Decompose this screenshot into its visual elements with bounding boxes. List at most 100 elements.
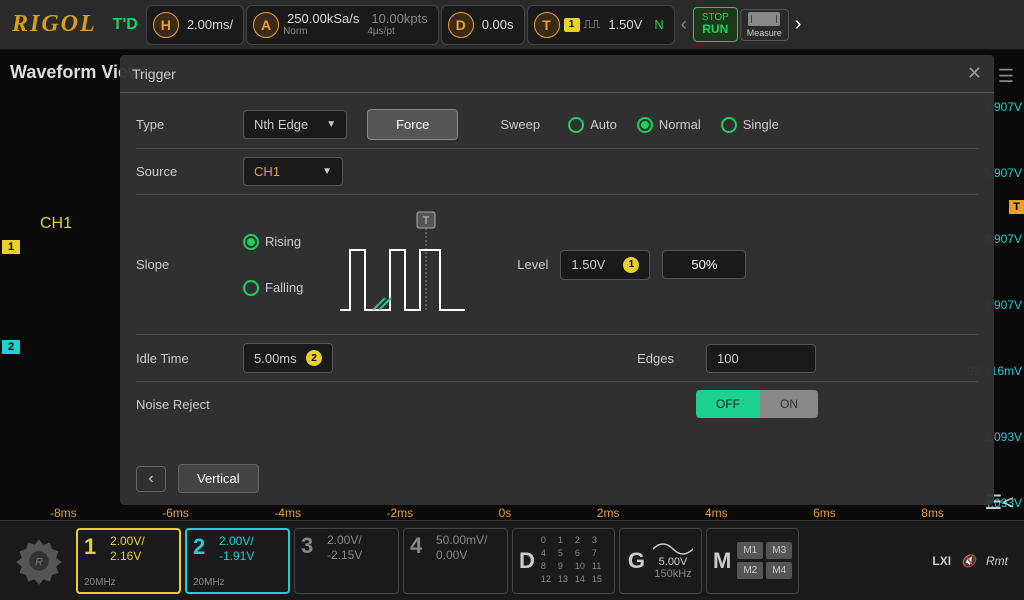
- ruler-icon: [748, 12, 780, 26]
- noise-off[interactable]: OFF: [696, 390, 760, 418]
- type-dropdown[interactable]: Nth Edge ▼: [243, 110, 347, 139]
- source-dropdown[interactable]: CH1 ▼: [243, 157, 343, 186]
- math-m2[interactable]: M2: [737, 562, 763, 579]
- radio-label: Falling: [265, 280, 303, 295]
- d-badge: D: [448, 12, 474, 38]
- level-input[interactable]: 1.50V 1: [560, 250, 650, 280]
- x-tick: -6ms: [162, 506, 189, 520]
- ch-scale: 2.00V/: [327, 533, 362, 549]
- radio-label: Auto: [590, 117, 617, 132]
- ch2-marker[interactable]: 2: [2, 340, 20, 354]
- measure-button[interactable]: Measure: [740, 9, 789, 41]
- generator-box[interactable]: G 5.00V 150kHz: [619, 528, 702, 594]
- run-label: RUN: [702, 23, 729, 36]
- slope-row: Slope Rising Falling T: [136, 195, 978, 335]
- radio-label: Single: [743, 117, 779, 132]
- trig-level: 1.50V: [604, 17, 646, 32]
- source-label: Source: [136, 164, 231, 179]
- radio-icon: [243, 280, 259, 296]
- g-label: G: [628, 548, 645, 574]
- svg-text:R: R: [35, 556, 43, 568]
- noise-row: Noise Reject OFF ON: [136, 382, 978, 426]
- edges-input[interactable]: 100: [706, 344, 816, 373]
- slope-label: Slope: [136, 257, 231, 272]
- settings-gear-icon[interactable]: R: [6, 528, 72, 594]
- math-m3[interactable]: M3: [766, 542, 792, 559]
- knob-badge: 2: [306, 350, 322, 366]
- acquire-pill[interactable]: A 250.00kSa/s Norm 10.00kpts 4µs/pt: [246, 5, 439, 45]
- 50pct-button[interactable]: 50%: [662, 250, 746, 279]
- math-m4[interactable]: M4: [766, 562, 792, 579]
- logo: RIGOL: [4, 11, 105, 38]
- gen-freq: 150kHz: [654, 568, 691, 580]
- back-button[interactable]: ‹: [136, 466, 166, 492]
- ch-number: 1: [84, 534, 104, 560]
- digital-channels: 0123 4567 891011 12131415: [541, 535, 608, 586]
- math-m1[interactable]: M1: [737, 542, 763, 559]
- x-tick: -2ms: [386, 506, 413, 520]
- idle-value: 5.00ms: [254, 351, 297, 366]
- waveform-menu-icon[interactable]: ☰: [998, 66, 1014, 87]
- radio-icon: [243, 234, 259, 250]
- horizontal-pill[interactable]: H 2.00ms/: [146, 5, 244, 45]
- idle-label: Idle Time: [136, 351, 231, 366]
- a-badge: A: [253, 12, 279, 38]
- type-label: Type: [136, 117, 231, 132]
- sweep-auto-radio[interactable]: Auto: [568, 117, 617, 133]
- ch-offset: 0.00V: [436, 548, 487, 564]
- knob-badge: 1: [623, 257, 639, 273]
- close-icon[interactable]: ✕: [967, 63, 982, 84]
- noise-label: Noise Reject: [136, 397, 231, 412]
- slope-options: Rising Falling: [243, 234, 303, 296]
- sweep-label: Sweep: [500, 117, 540, 132]
- ch-bw: [301, 578, 392, 589]
- edges-value: 100: [717, 351, 739, 366]
- dialog-body: Type Nth Edge ▼ Force Sweep Auto Normal …: [120, 93, 994, 456]
- sweep-normal-radio[interactable]: Normal: [637, 117, 701, 133]
- ch-scale: 2.00V/: [219, 534, 254, 550]
- math-box[interactable]: M M1 M3 M2 M4: [706, 528, 799, 594]
- radio-label: Normal: [659, 117, 701, 132]
- x-tick: 8ms: [921, 506, 944, 520]
- noise-on[interactable]: ON: [760, 390, 818, 418]
- m-label: M: [713, 548, 731, 574]
- vertical-button[interactable]: Vertical: [178, 464, 259, 493]
- trigger-pill[interactable]: T 1 ⎍⎍ 1.50V N: [527, 5, 675, 45]
- ch1-marker[interactable]: 1: [2, 240, 20, 254]
- sweep-single-radio[interactable]: Single: [721, 117, 779, 133]
- t-badge: T: [534, 12, 560, 38]
- ch-scale: 50.00mV/: [436, 533, 487, 549]
- dialog-title: Trigger: [132, 66, 176, 82]
- slope-diagram: T: [335, 210, 475, 320]
- edge-icon: ⎍⎍: [584, 17, 601, 32]
- idle-input[interactable]: 5.00ms 2: [243, 343, 333, 373]
- sample-rate: 250.00kSa/s: [283, 12, 363, 26]
- ch1-box[interactable]: 1 2.00V/ 2.16V 20MHz: [76, 528, 181, 594]
- force-button[interactable]: Force: [367, 109, 458, 140]
- stop-run-button[interactable]: STOP RUN: [693, 7, 738, 41]
- chevron-down-icon: ▼: [322, 166, 332, 177]
- type-value: Nth Edge: [254, 117, 308, 132]
- digital-box[interactable]: D 0123 4567 891011 12131415: [512, 528, 615, 594]
- next-arrow-icon[interactable]: ›: [791, 13, 806, 36]
- ch2-box[interactable]: 2 2.00V/ -1.91V 20MHz: [185, 528, 290, 594]
- ch4-box[interactable]: 4 50.00mV/ 0.00V: [403, 528, 508, 594]
- ch-bw: 20MHz: [193, 577, 282, 588]
- falling-radio[interactable]: Falling: [243, 280, 303, 296]
- d-label: D: [519, 548, 535, 574]
- sine-icon: [653, 542, 693, 556]
- sound-icon[interactable]: 🔇: [961, 554, 976, 568]
- h-badge: H: [153, 12, 179, 38]
- delay-val: 0.00s: [478, 17, 518, 32]
- noise-toggle[interactable]: OFF ON: [696, 390, 818, 418]
- prev-arrow-icon[interactable]: ‹: [677, 14, 691, 35]
- lxi-icon: LXI: [932, 554, 951, 568]
- delay-pill[interactable]: D 0.00s: [441, 5, 525, 45]
- ch3-box[interactable]: 3 2.00V/ -2.15V: [294, 528, 399, 594]
- x-axis-labels: -8ms -6ms -4ms -2ms 0s 2ms 4ms 6ms 8ms: [50, 506, 944, 520]
- trigger-dialog: Trigger ✕ Type Nth Edge ▼ Force Sweep Au…: [120, 55, 994, 505]
- svg-text:T: T: [423, 215, 430, 227]
- ch1-label: CH1: [40, 215, 72, 233]
- rising-radio[interactable]: Rising: [243, 234, 303, 250]
- x-tick: 2ms: [597, 506, 620, 520]
